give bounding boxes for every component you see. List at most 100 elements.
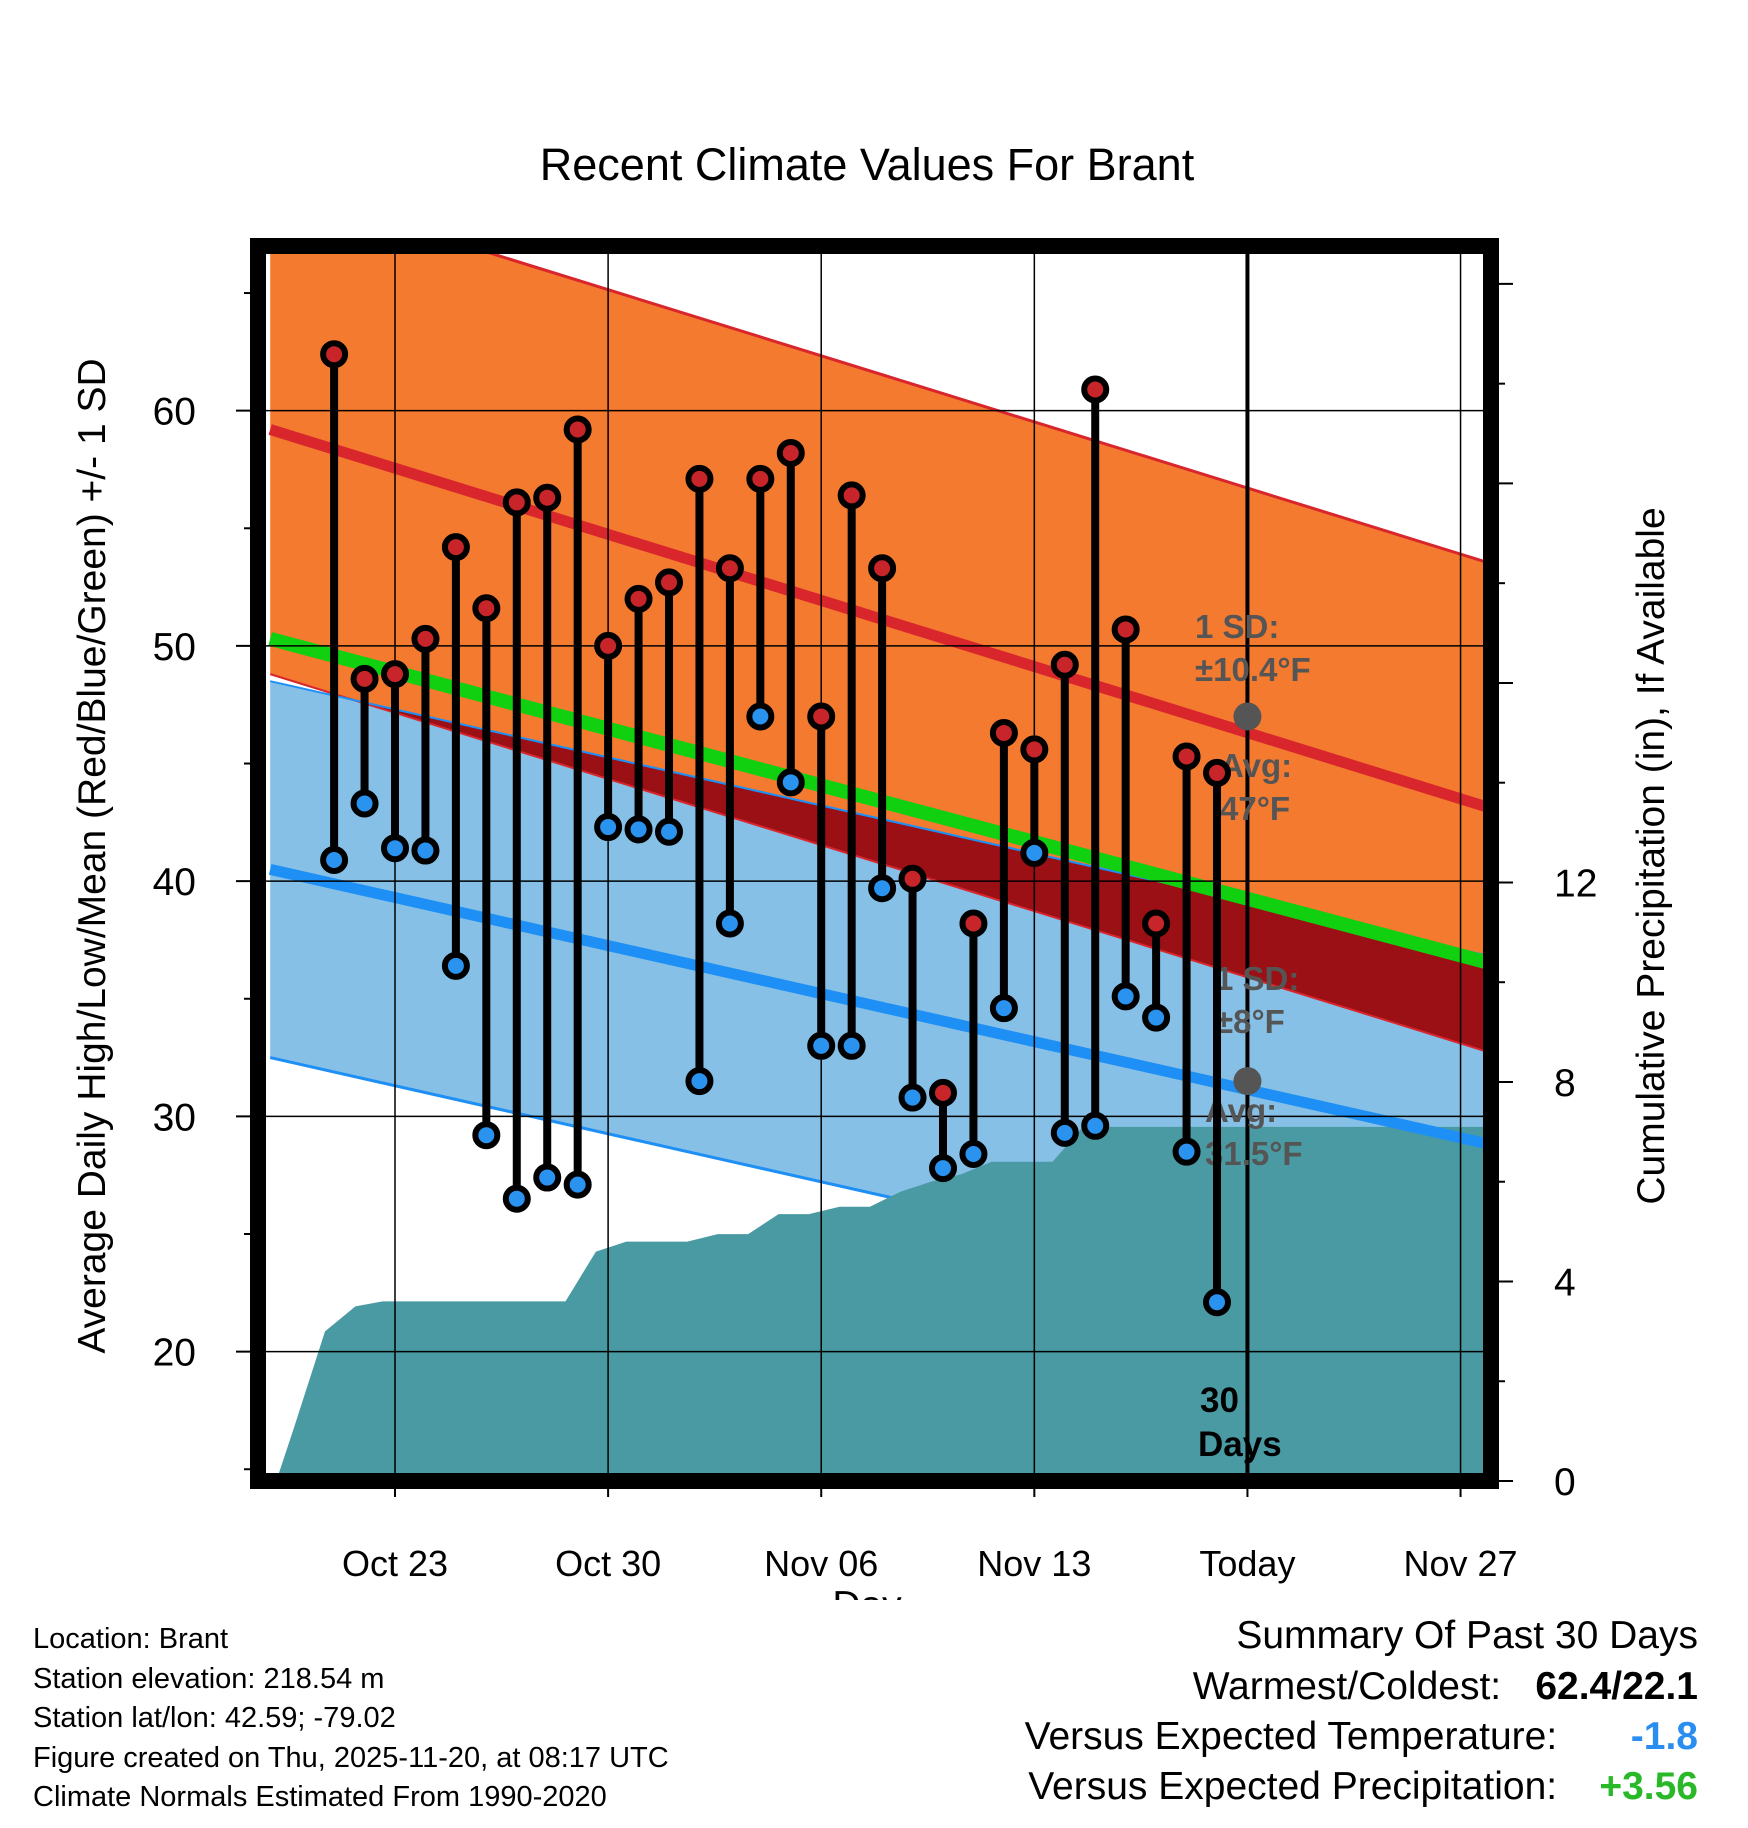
y2-tick-label: 8 <box>1554 1062 1576 1105</box>
daily-low-point <box>350 789 379 818</box>
daily-low-point <box>776 768 805 797</box>
daily-low-point <box>381 834 409 863</box>
station-info: Location: Brant Station elevation: 218.5… <box>33 1620 669 1818</box>
x-tick-label: Today <box>1199 1543 1295 1584</box>
y2-tick-label: 12 <box>1554 862 1597 905</box>
daily-low-point <box>989 994 1018 1023</box>
y-axis-label: Average Daily High/Low/Mean (Red/Blue/Gr… <box>71 358 114 1353</box>
daily-low-point <box>320 845 349 874</box>
chart-title: Recent Climate Values For Brant <box>540 139 1195 190</box>
temperature-departure-value: -1.8 <box>1630 1715 1698 1758</box>
warmest-coldest-value: 62.4/22.1 <box>1535 1665 1698 1708</box>
temperature-departure-label: Versus Expected Temperature: <box>1024 1715 1558 1758</box>
daily-low-point <box>959 1140 988 1169</box>
low-avg-value: 31.5°F <box>1205 1135 1303 1172</box>
precipitation-departure-row: Versus Expected Precipitation: +3.56 <box>1028 1765 1698 1809</box>
daily-high-point <box>1020 735 1049 764</box>
elevation-text: Station elevation: 218.54 m <box>33 1662 385 1695</box>
daily-low-point <box>1111 982 1140 1011</box>
y-tick-label: 40 <box>153 861 196 904</box>
x-tick-label: Nov 13 <box>977 1543 1091 1584</box>
y-tick-label: 30 <box>153 1096 196 1139</box>
x-tick-label: Nov 06 <box>764 1543 878 1584</box>
x-tick-label: Oct 30 <box>555 1543 661 1584</box>
x-tick-label: Nov 27 <box>1404 1543 1518 1584</box>
daily-high-point <box>441 533 470 562</box>
daily-high-point <box>1081 375 1110 404</box>
low-avg-marker <box>1233 1067 1262 1096</box>
high-sd-value: ±10.4°F <box>1195 651 1311 688</box>
daily-low-point <box>1203 1288 1231 1317</box>
precipitation-departure-value: +3.56 <box>1599 1765 1698 1808</box>
y2-tick-label: 0 <box>1554 1461 1576 1504</box>
daily-high-point <box>655 568 683 597</box>
daily-high-point <box>1111 615 1140 644</box>
daily-high-point <box>929 1078 957 1107</box>
high-avg-label: Avg: <box>1220 747 1292 784</box>
y-tick-label: 20 <box>153 1332 196 1375</box>
daily-high-point <box>472 594 501 623</box>
daily-low-point <box>624 815 653 844</box>
y-tick-label: 60 <box>153 391 196 434</box>
plot-frame <box>250 238 1499 1489</box>
latlon-text: Station lat/lon: 42.59; -79.02 <box>33 1702 396 1734</box>
y2-axis-label: Cumulative Precipitation (in), If Availa… <box>1630 507 1673 1204</box>
x-tick-label: Oct 23 <box>342 1543 448 1584</box>
period-unit-label: Days <box>1198 1425 1282 1464</box>
daily-high-point <box>411 624 440 653</box>
summary-panel: Summary Of Past 30 Days Warmest/Coldest:… <box>798 1614 1698 1824</box>
daily-high-point <box>837 481 866 510</box>
daily-high-point <box>563 415 592 444</box>
daily-high-point <box>898 864 927 893</box>
precipitation-departure-label: Versus Expected Precipitation: <box>1028 1765 1558 1808</box>
daily-low-point <box>837 1031 866 1060</box>
high-avg-value: 47°F <box>1220 790 1290 827</box>
daily-low-point <box>1020 838 1049 867</box>
daily-low-point <box>1050 1118 1079 1147</box>
high-sd-label: 1 SD: <box>1195 608 1279 645</box>
daily-low-point <box>594 813 623 842</box>
daily-high-point <box>533 483 562 512</box>
created-text: Figure created on Thu, 2025-11-20, at 08… <box>33 1741 669 1774</box>
low-sd-label: 1 SD: <box>1215 960 1299 997</box>
daily-high-point <box>746 464 775 493</box>
y2-tick-label: 4 <box>1554 1261 1576 1304</box>
daily-high-point <box>624 584 653 613</box>
warmest-coldest-row: Warmest/Coldest: 62.4/22.1 <box>1193 1665 1698 1709</box>
daily-high-point <box>1172 742 1201 771</box>
daily-low-point <box>929 1154 957 1183</box>
normals-text: Climate Normals Estimated From 1990-2020 <box>33 1781 607 1813</box>
daily-low-point <box>685 1067 714 1096</box>
daily-low-point <box>441 951 470 980</box>
daily-high-point <box>868 554 897 583</box>
daily-low-point <box>502 1184 531 1213</box>
y-tick-label: 50 <box>153 626 196 669</box>
daily-high-point <box>959 909 988 938</box>
daily-high-point <box>715 554 744 583</box>
daily-low-point <box>472 1121 501 1150</box>
cumulative-precip-area <box>276 1126 1491 1481</box>
daily-high-point <box>685 464 714 493</box>
low-sd-value: ±8°F <box>1215 1003 1285 1040</box>
daily-low-point <box>807 1031 836 1060</box>
daily-low-point <box>533 1163 562 1192</box>
daily-high-point <box>594 631 623 660</box>
daily-high-point <box>776 439 805 468</box>
daily-low-point <box>715 909 744 938</box>
period-count-label: 30 <box>1200 1381 1239 1420</box>
daily-high-point <box>381 660 409 689</box>
climate-chart: Recent Climate Values For Brant Day Aver… <box>71 139 1673 1600</box>
daily-high-point <box>807 702 836 731</box>
warmest-coldest-label: Warmest/Coldest: <box>1192 1665 1502 1708</box>
daily-low-point <box>898 1083 927 1112</box>
daily-low-point <box>411 836 440 865</box>
daily-low-point <box>1081 1111 1110 1140</box>
daily-low-point <box>746 702 775 731</box>
high-avg-marker <box>1233 702 1262 731</box>
daily-high-point <box>350 664 379 693</box>
daily-high-point <box>989 718 1018 747</box>
daily-high-point <box>502 488 531 517</box>
daily-low-point <box>563 1170 592 1199</box>
daily-low-point <box>1142 1003 1171 1032</box>
location-text: Location: Brant <box>33 1623 229 1655</box>
